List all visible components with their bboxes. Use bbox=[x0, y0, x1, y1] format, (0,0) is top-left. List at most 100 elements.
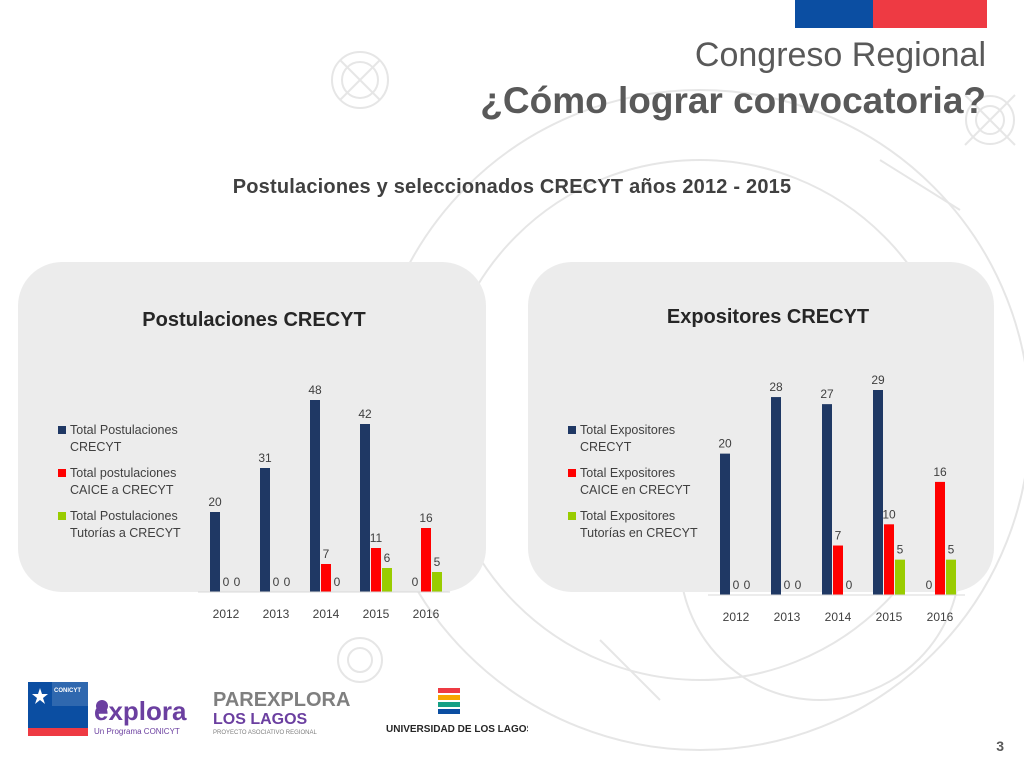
explora-logo: explora Un Programa CONICYT bbox=[94, 696, 187, 736]
data-label: 0 bbox=[284, 575, 291, 589]
x-tick-label: 2014 bbox=[313, 607, 340, 621]
data-label: 5 bbox=[948, 543, 955, 557]
flag-red-bar bbox=[873, 0, 987, 28]
data-label: 31 bbox=[258, 451, 272, 465]
legend-swatch bbox=[568, 426, 576, 434]
data-label: 0 bbox=[926, 578, 933, 592]
bar bbox=[260, 468, 270, 592]
data-label: 0 bbox=[273, 575, 280, 589]
legend-entry: Total postulaciones bbox=[70, 466, 176, 480]
legend-entry: CRECYT bbox=[70, 440, 122, 454]
legend-entry: CAICE en CRECYT bbox=[580, 483, 691, 497]
page-subtitle: Postulaciones y seleccionados CRECYT año… bbox=[232, 176, 792, 198]
bar bbox=[360, 424, 370, 592]
bar bbox=[833, 545, 843, 595]
bar bbox=[321, 564, 331, 592]
x-tick-label: 2012 bbox=[213, 607, 240, 621]
bar bbox=[432, 572, 442, 592]
legend-swatch bbox=[568, 469, 576, 477]
x-tick-label: 2014 bbox=[825, 610, 852, 624]
chart-postulaciones: Postulaciones CRECYT Total Postulaciones C… bbox=[58, 309, 450, 621]
data-label: 10 bbox=[882, 507, 896, 521]
legend-entry: CAICE a CRECYT bbox=[70, 483, 174, 497]
bar bbox=[382, 568, 392, 592]
bar bbox=[935, 481, 945, 595]
bar bbox=[421, 528, 431, 592]
x-tick-label: 2016 bbox=[927, 610, 954, 624]
bar bbox=[895, 559, 905, 595]
flag-blue-bar bbox=[795, 0, 873, 28]
parexplora-sub2-text: PROYECTO ASOCIATIVO REGIONAL bbox=[213, 730, 317, 736]
bar bbox=[822, 404, 832, 595]
x-tick-label: 2013 bbox=[263, 607, 290, 621]
data-label: 42 bbox=[358, 407, 372, 421]
x-tick-label: 2016 bbox=[413, 607, 440, 621]
data-label: 7 bbox=[835, 529, 842, 543]
legend-entry: Total Postulaciones bbox=[70, 509, 178, 523]
data-label: 5 bbox=[897, 543, 904, 557]
data-label: 0 bbox=[744, 578, 751, 592]
chart-title: Expositores CRECYT bbox=[667, 306, 869, 328]
chart-expositores: Expositores CRECYT Total Expositores CRECY… bbox=[568, 306, 965, 624]
footer-logos: CONICYT explora Un Programa CONICYT PARE… bbox=[28, 682, 528, 736]
data-label: 16 bbox=[419, 511, 433, 525]
ulagos-logo-text: UNIVERSIDAD DE LOS LAGOS bbox=[386, 724, 528, 735]
parexplora-logo: PAREXPLORA LOS LAGOS PROYECTO ASOCIATIVO… bbox=[213, 689, 350, 736]
chart-panel-right bbox=[528, 262, 994, 592]
legend-swatch bbox=[58, 469, 66, 477]
data-label: 0 bbox=[234, 575, 241, 589]
legend-entry: Total Expositores bbox=[580, 423, 675, 437]
data-label: 48 bbox=[308, 383, 322, 397]
data-label: 6 bbox=[384, 551, 391, 565]
parexplora-logo-text: PAREXPLORA bbox=[213, 689, 350, 711]
chart-title: Postulaciones CRECYT bbox=[142, 309, 365, 331]
bar bbox=[771, 397, 781, 595]
data-label: 5 bbox=[434, 555, 441, 569]
parexplora-sub-text: LOS LAGOS bbox=[213, 711, 308, 728]
legend-swatch bbox=[58, 426, 66, 434]
legend-entry: Total Expositores bbox=[580, 466, 675, 480]
bar bbox=[210, 512, 220, 592]
conicyt-logo-text: CONICYT bbox=[54, 688, 81, 694]
data-label: 0 bbox=[334, 575, 341, 589]
legend-swatch bbox=[58, 512, 66, 520]
data-label: 0 bbox=[412, 575, 419, 589]
page-title-line1: Congreso Regional bbox=[694, 36, 986, 74]
bar bbox=[884, 524, 894, 595]
explora-logo-text: explora bbox=[94, 696, 187, 726]
data-label: 0 bbox=[733, 578, 740, 592]
legend-entry: Total Postulaciones bbox=[70, 423, 178, 437]
legend-entry: Total Expositores bbox=[580, 509, 675, 523]
data-label: 28 bbox=[769, 380, 783, 394]
x-tick-label: 2012 bbox=[723, 610, 750, 624]
page-number: 3 bbox=[996, 738, 1004, 754]
data-label: 27 bbox=[820, 387, 834, 401]
legend-entry: CRECYT bbox=[580, 440, 632, 454]
data-label: 0 bbox=[846, 578, 853, 592]
legend-entry: Tutorías en CRECYT bbox=[580, 526, 698, 540]
chart-panel-left bbox=[18, 262, 486, 592]
data-label: 20 bbox=[208, 495, 222, 509]
legend-entry: Tutorías a CRECYT bbox=[70, 526, 181, 540]
legend-swatch bbox=[568, 512, 576, 520]
conicyt-logo: CONICYT bbox=[28, 682, 88, 736]
data-label: 0 bbox=[223, 575, 230, 589]
data-label: 0 bbox=[784, 578, 791, 592]
data-label: 29 bbox=[871, 373, 885, 387]
data-label: 11 bbox=[370, 531, 383, 545]
bar bbox=[371, 548, 381, 592]
bar bbox=[946, 559, 956, 595]
data-label: 16 bbox=[933, 465, 947, 479]
data-label: 0 bbox=[795, 578, 802, 592]
bar bbox=[873, 390, 883, 595]
ulagos-logo: UNIVERSIDAD DE LOS LAGOS bbox=[386, 688, 528, 735]
page-title-line2: ¿Cómo lograr convocatoria? bbox=[480, 80, 986, 121]
data-label: 7 bbox=[323, 547, 330, 561]
bar bbox=[720, 453, 730, 595]
data-label: 20 bbox=[718, 437, 732, 451]
x-tick-label: 2013 bbox=[774, 610, 801, 624]
x-tick-label: 2015 bbox=[363, 607, 390, 621]
explora-tagline: Un Programa CONICYT bbox=[94, 727, 180, 736]
bar bbox=[310, 400, 320, 592]
x-tick-label: 2015 bbox=[876, 610, 903, 624]
